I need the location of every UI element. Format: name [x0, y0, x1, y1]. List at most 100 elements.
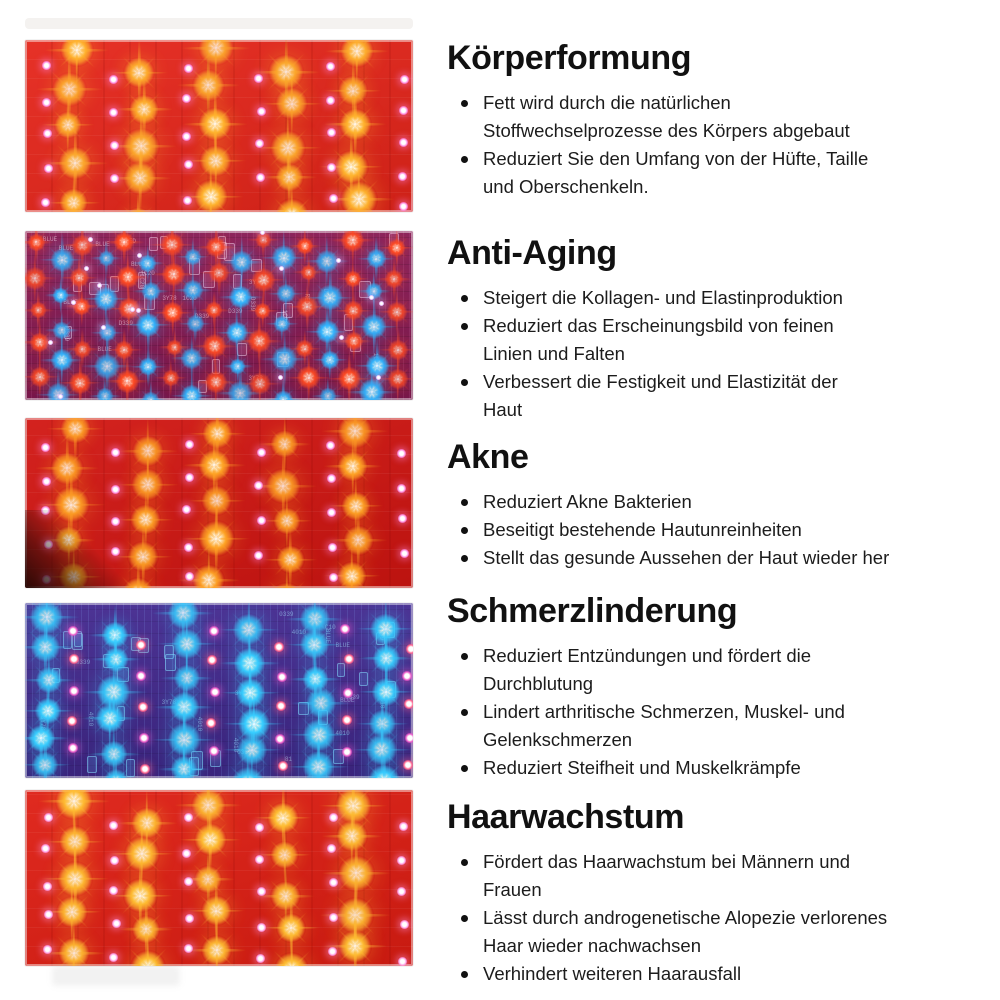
- led-dot: [136, 253, 142, 259]
- led-star: [44, 276, 78, 315]
- led-flare: [370, 361, 374, 400]
- led-star: [304, 267, 356, 328]
- led-dot: [275, 700, 286, 711]
- led-star: [357, 658, 413, 725]
- led-dot: [343, 688, 354, 699]
- pcb-silkscreen-label: BLUE: [97, 346, 112, 354]
- led-star: [181, 40, 251, 89]
- led-star: [40, 93, 95, 156]
- led-dot: [185, 473, 195, 483]
- led-dot: [254, 139, 264, 149]
- led-flare: [190, 370, 193, 400]
- led-star: [156, 607, 218, 680]
- led-dot: [398, 106, 408, 116]
- led-star: [179, 803, 242, 877]
- led-star: [43, 917, 105, 966]
- led-star: [183, 429, 246, 502]
- led-flare: [283, 418, 286, 476]
- led-flare: [103, 376, 107, 400]
- pcb-silkscreen-label: D339: [228, 308, 242, 315]
- led-dot: [279, 266, 285, 272]
- led-flare: [207, 544, 211, 588]
- led-flare: [250, 714, 254, 778]
- led-star: [89, 239, 123, 278]
- led-dot: [206, 718, 217, 729]
- led-dot: [327, 844, 337, 854]
- led-star: [235, 313, 284, 370]
- bullet-list: Fördert das Haarwachstum bei Männern und…: [447, 848, 992, 988]
- led-star: [25, 705, 70, 771]
- led-star: [25, 231, 55, 264]
- led-star: [43, 309, 80, 352]
- led-star: [177, 158, 244, 212]
- led-dot: [328, 813, 338, 823]
- pcb-component: [336, 663, 346, 677]
- led-star: [109, 40, 169, 108]
- led-dot: [326, 440, 336, 450]
- led-star: [80, 684, 140, 753]
- led-dot: [108, 952, 118, 962]
- led-star: [128, 928, 168, 966]
- led-star: [175, 790, 242, 845]
- led-flare: [281, 790, 285, 853]
- led-dot: [276, 672, 287, 683]
- led-flare: [80, 231, 84, 271]
- led-star: [292, 253, 325, 292]
- led-star: [150, 287, 195, 339]
- led-dot: [70, 300, 76, 306]
- led-flare: [34, 231, 38, 264]
- led-panel-photo-schmerzlinderung: 03393Y78401081C10BLUE40103Y780339BLUE033…: [25, 603, 413, 778]
- led-star: [228, 744, 268, 778]
- led-star: [214, 306, 260, 359]
- led-dot: [41, 844, 51, 854]
- bullet-item: Reduziert Akne Bakterien: [447, 488, 992, 516]
- led-star: [86, 722, 141, 778]
- led-star: [272, 931, 311, 966]
- led-star: [101, 752, 131, 778]
- pcb-silkscreen-label: 4010: [335, 730, 349, 737]
- led-star: [25, 291, 55, 329]
- led-dot: [67, 626, 78, 637]
- led-dot: [340, 624, 351, 635]
- bullet-item: Fördert das Haarwachstum bei Männern und…: [447, 848, 992, 904]
- led-flare: [214, 231, 218, 272]
- led-flare: [25, 646, 75, 649]
- led-flare: [380, 713, 384, 778]
- led-dot: [184, 876, 194, 886]
- led-flare: [136, 189, 140, 212]
- bullet-item: Reduziert das Erscheinungsbild von feine…: [447, 312, 992, 368]
- bullet-list: Reduziert Entzündungen und fördert die D…: [447, 642, 992, 782]
- led-star: [184, 124, 247, 197]
- section-heading: Schmerzlinderung: [447, 592, 738, 630]
- led-star: [310, 376, 346, 400]
- led-star: [328, 506, 388, 575]
- led-star: [106, 282, 152, 335]
- led-dot: [325, 62, 335, 72]
- led-star: [220, 714, 283, 778]
- led-star: [116, 485, 176, 554]
- led-star: [147, 231, 197, 273]
- led-dot: [111, 484, 121, 494]
- cropped-photo-edge: [25, 18, 413, 29]
- led-flare: [382, 744, 386, 778]
- led-flare: [72, 170, 75, 212]
- led-dot: [109, 855, 119, 865]
- led-star: [157, 738, 211, 778]
- led-flare: [350, 542, 354, 588]
- led-star: [157, 327, 192, 367]
- led-dot: [254, 551, 264, 561]
- led-star: [322, 833, 391, 914]
- led-star: [324, 87, 387, 161]
- led-flare: [214, 356, 218, 400]
- led-flare: [74, 418, 77, 463]
- led-star: [323, 909, 387, 966]
- led-dot: [368, 294, 374, 300]
- led-dot: [110, 141, 120, 151]
- led-star: [263, 376, 304, 400]
- led-star: [260, 67, 324, 141]
- led-star: [252, 40, 320, 112]
- led-dot: [184, 943, 194, 953]
- led-star: [103, 353, 151, 400]
- led-star: [150, 247, 198, 302]
- led-dot: [344, 653, 355, 664]
